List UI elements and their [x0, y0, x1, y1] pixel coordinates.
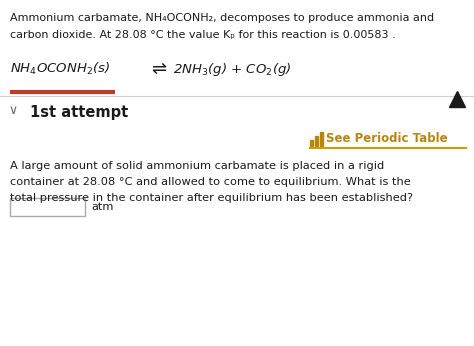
- Text: $\rightleftharpoons$: $\rightleftharpoons$: [148, 60, 168, 78]
- Text: See Periodic Table: See Periodic Table: [326, 132, 447, 145]
- Bar: [320, 132, 323, 146]
- Text: atm: atm: [91, 202, 113, 212]
- Bar: [310, 140, 313, 146]
- Text: 1st attempt: 1st attempt: [30, 105, 128, 120]
- Text: container at 28.08 °C and allowed to come to equilibrium. What is the: container at 28.08 °C and allowed to com…: [10, 177, 411, 187]
- FancyBboxPatch shape: [10, 198, 85, 216]
- Text: Ammonium carbamate, NH₄OCONH₂, decomposes to produce ammonia and: Ammonium carbamate, NH₄OCONH₂, decompose…: [10, 13, 434, 23]
- Text: carbon dioxide. At 28.08 °C the value Kₚ for this reaction is 0.00583 .: carbon dioxide. At 28.08 °C the value Kₚ…: [10, 30, 396, 40]
- Text: ∨: ∨: [8, 104, 17, 117]
- Text: 2NH$_3$($g$) + CO$_2$($g$): 2NH$_3$($g$) + CO$_2$($g$): [173, 61, 292, 78]
- Bar: [315, 136, 318, 146]
- Text: NH$_4$OCONH$_2$($s$): NH$_4$OCONH$_2$($s$): [10, 61, 110, 77]
- Text: total pressure in the container after equilibrium has been established?: total pressure in the container after eq…: [10, 193, 413, 203]
- Text: A large amount of solid ammonium carbamate is placed in a rigid: A large amount of solid ammonium carbama…: [10, 161, 384, 171]
